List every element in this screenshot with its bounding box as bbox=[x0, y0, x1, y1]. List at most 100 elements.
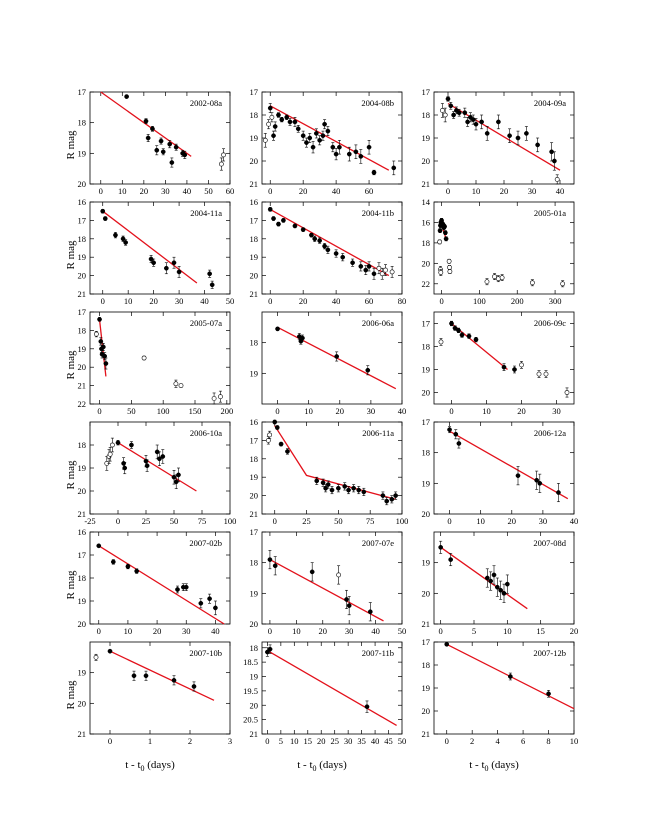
data-point-open bbox=[492, 274, 497, 280]
plot-frame bbox=[89, 311, 231, 405]
data-point bbox=[448, 557, 454, 562]
data-point-open bbox=[218, 161, 224, 167]
x-tick-label: 40 bbox=[211, 626, 220, 636]
x-tick-label: 3 bbox=[228, 736, 232, 746]
data-point bbox=[473, 121, 479, 127]
data-point bbox=[488, 578, 494, 584]
x-tick-label: 0 bbox=[265, 736, 269, 746]
panel-title: 2004-08b bbox=[361, 98, 394, 108]
x-tick-label: 50 bbox=[204, 186, 213, 196]
plot-frame bbox=[261, 311, 403, 405]
data-point-open bbox=[554, 176, 560, 182]
data-point bbox=[292, 119, 298, 125]
data-point-open bbox=[110, 442, 115, 448]
data-point bbox=[494, 584, 500, 590]
x-tick-label: 0 bbox=[99, 186, 103, 196]
data-point bbox=[312, 236, 318, 242]
x-tick-label: 0 bbox=[97, 406, 101, 416]
data-point bbox=[535, 142, 540, 148]
x-tick-label: 20 bbox=[336, 406, 345, 416]
data-point bbox=[284, 114, 290, 120]
data-point bbox=[300, 227, 306, 232]
y-tick-label: 18 bbox=[422, 238, 431, 248]
x-tick-label: 0 bbox=[439, 626, 443, 636]
x-tick-label: 100 bbox=[224, 516, 237, 526]
data-point bbox=[164, 265, 169, 271]
x-tick-label: 60 bbox=[365, 186, 374, 196]
x-tick-label: 10 bbox=[124, 626, 133, 636]
data-point bbox=[358, 264, 364, 269]
panel-2002-08a: 0 10 20 30 40 50 60 17 18 19 20 2002-08a bbox=[78, 87, 235, 196]
panel-title: 2006-09c bbox=[534, 318, 566, 328]
data-point-open bbox=[438, 270, 444, 275]
data-point bbox=[456, 110, 462, 116]
x-tick-label: 4 bbox=[496, 736, 501, 746]
data-point bbox=[442, 224, 447, 229]
plot-frame bbox=[261, 421, 403, 515]
data-point bbox=[101, 344, 106, 350]
data-point bbox=[191, 684, 197, 689]
y-tick-label: 17 bbox=[78, 307, 87, 317]
data-point bbox=[102, 353, 107, 359]
x-axis-label-col2: t - t0 (days) bbox=[297, 759, 347, 773]
data-point-open bbox=[173, 381, 179, 387]
y-tick-label: 20 bbox=[422, 156, 431, 166]
y-tick-label: 19 bbox=[422, 558, 431, 568]
x-tick-label: 40 bbox=[556, 186, 565, 196]
y-tick-label: 18 bbox=[250, 558, 259, 568]
y-axis-label-row2: R mag bbox=[65, 240, 77, 270]
data-point-open bbox=[447, 269, 453, 274]
data-point-open bbox=[265, 437, 271, 443]
plot-frame bbox=[433, 531, 575, 625]
y-tick-label: 17 bbox=[422, 637, 431, 647]
data-point bbox=[123, 240, 128, 245]
y-tick-label: 20 bbox=[78, 179, 87, 189]
data-point bbox=[122, 465, 128, 471]
data-point bbox=[171, 260, 177, 266]
data-point bbox=[353, 149, 359, 155]
y-tick-label: 19 bbox=[78, 252, 87, 262]
data-point bbox=[501, 364, 507, 370]
data-point bbox=[470, 117, 476, 122]
data-point-open bbox=[379, 271, 385, 277]
y-tick-label: 21 bbox=[78, 289, 87, 299]
x-tick-label: 8 bbox=[546, 736, 550, 746]
data-point bbox=[356, 487, 362, 493]
data-point bbox=[309, 232, 314, 238]
data-point bbox=[272, 419, 278, 425]
x-tick-label: 50 bbox=[398, 736, 407, 746]
x-tick-label: 25 bbox=[330, 736, 339, 746]
x-tick-label: 40 bbox=[183, 186, 192, 196]
x-tick-label: 0 bbox=[97, 626, 101, 636]
x-tick-label: 20 bbox=[149, 296, 158, 306]
data-point bbox=[443, 230, 448, 236]
x-tick-label: 200 bbox=[511, 296, 524, 306]
data-point bbox=[333, 251, 339, 256]
data-point bbox=[371, 170, 377, 175]
data-point-open bbox=[447, 265, 452, 270]
y-tick-label: 17 bbox=[422, 87, 431, 97]
panel-title: 2007-10b bbox=[189, 648, 222, 658]
panel-2005-01a: 0 100 200 300 14 16 18 20 22 2005-01a bbox=[422, 197, 575, 306]
y-tick-label: 17 bbox=[78, 87, 87, 97]
data-point-open bbox=[529, 280, 535, 286]
data-point bbox=[120, 236, 126, 242]
data-point-open bbox=[218, 394, 223, 400]
data-point bbox=[171, 677, 177, 683]
x-tick-label: 50 bbox=[334, 516, 343, 526]
data-point bbox=[103, 361, 109, 366]
data-point bbox=[310, 144, 316, 150]
plot-frame bbox=[89, 201, 231, 295]
data-point bbox=[143, 458, 149, 464]
x-tick-label: 40 bbox=[371, 736, 380, 746]
y-tick-label: 21 bbox=[250, 179, 259, 189]
data-point bbox=[274, 425, 280, 430]
x-tick-label: 0 bbox=[447, 516, 451, 526]
data-point bbox=[380, 493, 386, 498]
data-point bbox=[160, 454, 166, 459]
y-tick-label: 17 bbox=[422, 417, 431, 427]
data-point bbox=[97, 317, 102, 322]
data-point bbox=[438, 544, 444, 550]
data-point bbox=[325, 247, 331, 253]
y-axis-label-row5: R mag bbox=[65, 570, 77, 600]
